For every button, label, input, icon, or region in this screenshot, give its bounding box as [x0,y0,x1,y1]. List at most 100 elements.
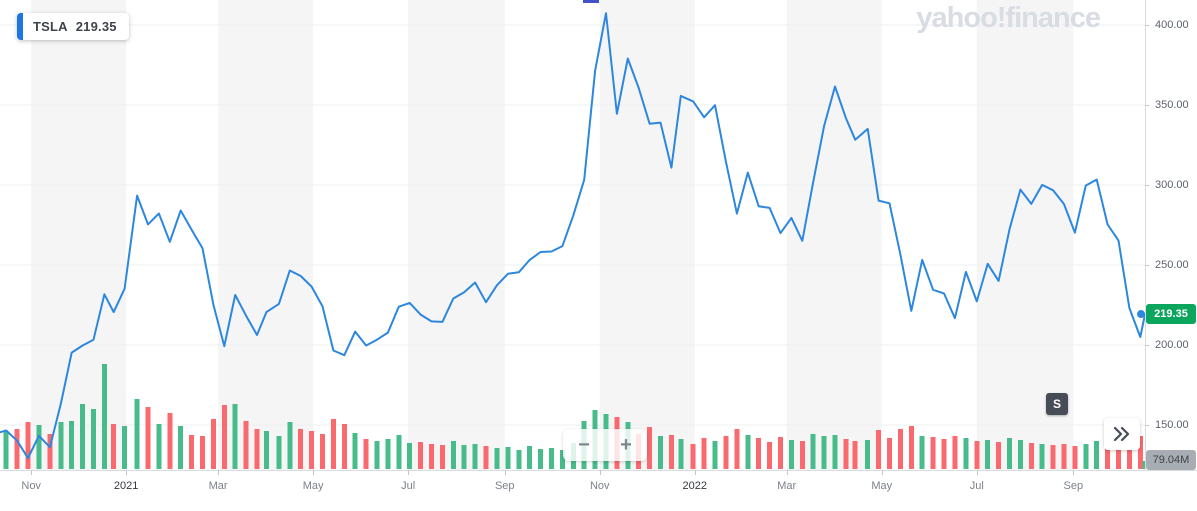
volume-bar [799,441,805,469]
y-axis-label: 250.00 [1155,259,1189,271]
y-axis: 400.00 350.00 300.00 250.00 200.00 150.00 [1145,0,1197,470]
symbol-price: 219.35 [75,19,117,34]
settings-button[interactable]: S [1046,393,1068,415]
volume-bar [810,434,816,469]
x-axis-tick [694,470,696,475]
volume-bar [919,436,925,469]
volume-bar [876,430,882,469]
volume-bar [1006,438,1012,469]
x-axis-tick [313,470,315,475]
volume-bar [461,445,467,469]
expand-button[interactable] [1104,418,1140,450]
volume-bar [690,444,696,469]
volume-bar [178,426,184,469]
y-axis-tick [1145,345,1149,347]
volume-bar [352,433,358,469]
volume-bar [1072,446,1078,469]
volume-bar [678,439,684,469]
volume-bar [1126,437,1132,469]
volume-bar [756,438,762,469]
zoom-in-button[interactable]: + [620,433,632,456]
volume-bar [712,441,718,469]
volume-bar [167,413,173,469]
volume-bar [1083,444,1089,469]
x-axis-tick [218,470,220,475]
x-axis-tick [126,470,128,475]
x-axis-label: 2021 [113,480,139,492]
volume-bar [941,439,947,469]
volume-bar [80,404,86,469]
volume-bar [429,444,435,469]
volume-bar [472,444,478,469]
volume-bar [516,450,522,469]
month-shading-band [786,0,882,470]
y-axis-tick [1145,104,1149,106]
volume-bar [658,436,664,469]
y-axis-tick [1145,24,1149,26]
volume-bar [1094,441,1100,469]
volume-bar [897,429,903,469]
bottom-axis-line [0,470,1197,471]
volume-bar [3,431,9,469]
volume-bar [385,439,391,469]
volume-bar [974,441,980,469]
volume-bar [777,437,783,469]
y-axis-tick [1145,425,1149,427]
volume-bar [952,436,958,469]
y-axis-label: 200.00 [1155,339,1189,352]
volume-bar [101,364,107,469]
y-axis-label: 350.00 [1155,98,1189,111]
x-axis-tick [31,470,33,475]
x-axis-label: Sep [1063,480,1084,492]
volume-bar [538,449,544,469]
volume-bar [363,439,369,469]
month-shading-band [599,0,695,470]
x-axis-label: Jul [401,480,416,492]
volume-bar [243,421,249,469]
y-axis-tick [1145,184,1149,186]
scroll-position-indicator[interactable] [583,0,599,3]
volume-bar [1061,444,1067,469]
x-axis-label: Mar [208,480,228,492]
chart-plot-area[interactable] [0,0,1145,470]
volume-bar [396,435,402,469]
volume-badge: 79.04M [1146,450,1196,470]
x-axis-tick [786,470,788,475]
volume-bar [58,422,64,469]
x-axis-label: May [871,480,893,492]
volume-bar [319,434,325,469]
volume-bar [298,429,304,469]
volume-bar [865,440,871,469]
double-chevron-right-icon [1113,427,1130,441]
x-axis-label: Nov [21,480,41,492]
last-price-dot [1137,310,1145,319]
symbol-price-tag[interactable]: TSLA 219.35 [17,13,129,40]
price-line [0,12,1145,460]
volume-bar [701,438,707,469]
volume-bar [668,435,674,469]
volume-bar [374,441,380,469]
volume-bar [232,404,238,469]
volume-bar [189,435,195,469]
month-shading-band [31,0,127,470]
y-axis-label: 150.00 [1155,419,1189,432]
volume-bar [996,442,1002,469]
volume-bar [1050,445,1056,469]
volume-bar [548,448,554,469]
x-axis-tick [504,470,506,475]
x-axis-label: Nov [589,480,610,492]
x-axis-tick [881,470,883,475]
volume-bar [1105,442,1111,469]
volume-bar [418,442,424,469]
yahoo-finance-logo: yahoo!finance [916,2,1101,34]
volume-bar [723,436,729,469]
x-axis-tick [1073,470,1075,475]
volume-bar [505,447,511,469]
volume-bar [450,441,456,469]
volume-bar [210,419,216,469]
volume-bar [745,435,751,469]
zoom-out-button[interactable]: − [578,433,590,456]
x-axis-label: Mar [777,480,797,492]
x-axis-tick [408,470,410,475]
